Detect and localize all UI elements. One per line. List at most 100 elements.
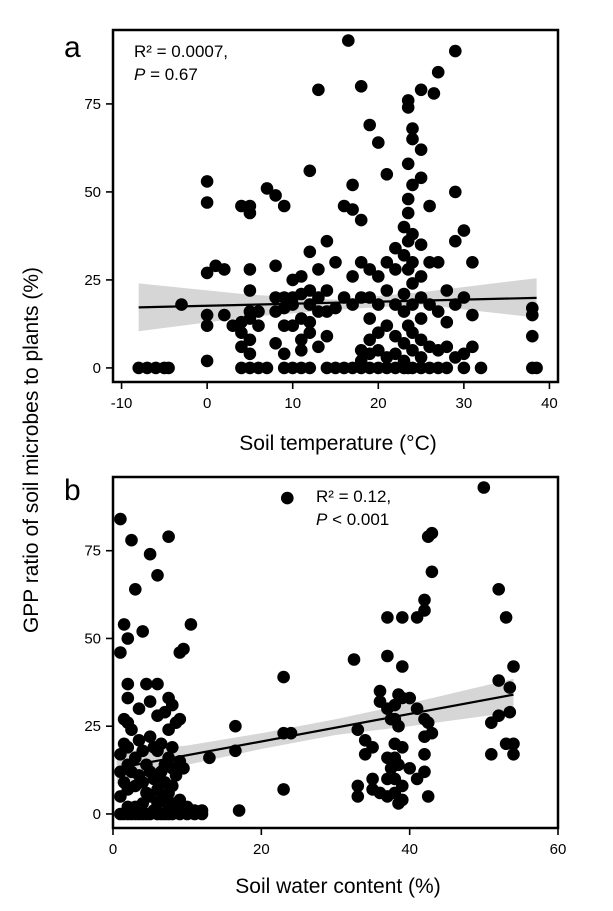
y-tick-label: 75 — [84, 543, 101, 560]
data-point — [351, 790, 365, 803]
data-point — [175, 298, 188, 311]
data-point — [366, 772, 379, 786]
data-point — [396, 779, 409, 793]
data-point — [396, 741, 409, 754]
panel-b-stat-r2: R² = 0.12, — [316, 487, 391, 506]
x-tick-label: 0 — [109, 841, 117, 858]
data-point — [277, 670, 290, 684]
data-point — [440, 284, 454, 297]
data-point — [143, 547, 157, 561]
panel-a-x-axis-title: Soil temperature (°C) — [239, 432, 436, 455]
panel-a-y-ticks: 0 25 50 75 — [84, 96, 113, 377]
panel-b-x-ticks: 0 20 40 60 — [109, 828, 567, 858]
panel-b-label: b — [64, 474, 81, 507]
data-point — [414, 238, 428, 251]
data-point — [320, 284, 334, 297]
data-point — [269, 337, 282, 350]
data-point — [203, 751, 216, 765]
data-point — [401, 192, 415, 206]
data-point — [503, 705, 517, 719]
data-point — [507, 748, 520, 761]
data-point — [380, 168, 394, 181]
data-point — [166, 741, 179, 754]
data-point — [396, 660, 409, 673]
data-point — [260, 182, 274, 195]
panel-b-stat-p-symbol: P — [316, 510, 328, 529]
data-point — [396, 793, 409, 807]
data-point — [303, 245, 317, 259]
data-point — [342, 34, 355, 47]
data-point — [440, 340, 454, 354]
panel-a-frame — [111, 28, 560, 384]
panel-a-fit-line — [138, 296, 537, 309]
data-point — [295, 270, 308, 283]
data-point — [381, 649, 394, 663]
data-point — [485, 748, 498, 761]
data-point — [440, 361, 454, 375]
x-tick-label: 60 — [550, 841, 567, 858]
data-point — [295, 333, 308, 347]
data-point — [401, 157, 415, 171]
data-point — [389, 241, 402, 255]
data-point — [372, 344, 385, 357]
data-point — [440, 315, 454, 329]
data-point — [166, 698, 179, 712]
data-point — [421, 790, 435, 803]
data-point — [125, 533, 138, 547]
data-point — [346, 270, 359, 283]
panel-a-stat-p: P = 0.67 — [134, 65, 198, 84]
data-point — [526, 329, 539, 343]
data-point — [366, 741, 379, 754]
data-point — [121, 691, 135, 705]
data-point — [380, 319, 394, 333]
data-point — [195, 807, 209, 821]
data-point — [329, 301, 342, 315]
data-point — [503, 681, 517, 694]
data-point — [260, 361, 274, 375]
data-point — [346, 203, 359, 216]
data-point — [277, 783, 290, 796]
data-point — [492, 583, 506, 596]
data-point — [406, 277, 419, 290]
data-point — [269, 259, 282, 273]
data-point — [396, 611, 409, 624]
data-point — [406, 344, 419, 357]
data-point — [418, 604, 431, 617]
data-point — [418, 748, 431, 761]
data-point — [143, 695, 157, 708]
data-point — [414, 351, 428, 364]
x-tick-label: -10 — [111, 395, 133, 412]
data-point — [252, 305, 265, 318]
data-point — [243, 312, 257, 325]
data-point — [363, 263, 377, 276]
data-point — [425, 526, 439, 540]
data-point — [252, 319, 265, 333]
data-point — [132, 702, 146, 715]
y-axis-title: GPP ratio of soil microbes to plants (%) — [20, 267, 43, 633]
panel-a: a -10 0 10 20 30 40 0 25 50 75 R² = 0.0007, P = … — [64, 28, 560, 455]
data-point — [457, 291, 471, 304]
data-point — [154, 737, 168, 751]
data-point — [243, 284, 257, 297]
data-point — [200, 175, 214, 188]
data-point — [200, 266, 214, 280]
data-point — [492, 674, 506, 687]
data-point — [392, 758, 405, 772]
data-point — [151, 677, 164, 691]
data-point — [431, 255, 445, 269]
data-point — [457, 347, 471, 361]
data-point — [403, 691, 417, 705]
data-point — [114, 646, 127, 659]
data-point — [466, 308, 479, 322]
data-point — [406, 255, 419, 269]
data-point — [431, 305, 445, 318]
data-point — [363, 312, 377, 325]
data-point — [121, 632, 135, 645]
data-point — [243, 333, 257, 347]
panel-b-frame — [111, 475, 560, 830]
data-point — [406, 326, 419, 340]
data-point — [136, 625, 149, 638]
panel-b: b 0 20 40 60 0 25 50 75 R² = 0.12, P < 0.001 S… — [64, 474, 566, 898]
data-point — [373, 684, 387, 698]
